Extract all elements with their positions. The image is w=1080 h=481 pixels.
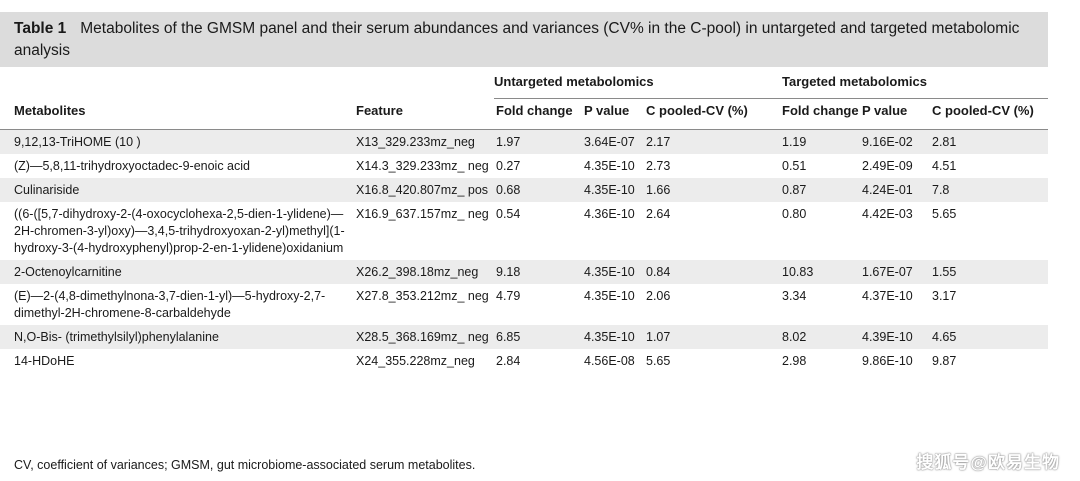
feature-cell: X14.3_329.233mz_ neg <box>356 159 489 173</box>
untargeted-fold-change-cell: 2.84 <box>496 354 521 368</box>
untargeted-cv-cell: 2.73 <box>646 159 671 173</box>
column-header: P value <box>582 98 644 130</box>
metabolite-cell: 2-Octenoylcarnitine <box>0 260 356 284</box>
table-row: ((6-([5,7-dihydroxy-2-(4-oxocyclohexa-2,… <box>0 202 1048 260</box>
targeted-cv-cell: 4.65 <box>932 325 1048 349</box>
untargeted-fold-change-cell: 0.54 <box>496 207 521 221</box>
targeted-cv-cell: 5.65 <box>932 207 957 221</box>
metabolites-table: Untargeted metabolomics Targeted metabol… <box>0 69 1048 373</box>
column-header: C pooled-CV (%) <box>644 98 770 130</box>
metabolite-cell: ((6-([5,7-dihydroxy-2-(4-oxocyclohexa-2,… <box>14 207 345 255</box>
table-row: 9,12,13-TriHOME (10 ) X13_329.233mz_neg … <box>0 129 1048 154</box>
untargeted-header: Untargeted metabolomics <box>494 69 770 99</box>
metabolite-cell: (E)—2-(4,8-dimethylnona-3,7-dien-1-yl)—5… <box>14 289 326 320</box>
untargeted-p-value-cell: 4.35E-10 <box>584 289 635 303</box>
metabolite-cell: 9,12,13-TriHOME (10 ) <box>0 129 356 154</box>
feature-cell: X13_329.233mz_neg <box>356 129 494 154</box>
metabolite-cell: (Z)—5,8,11-trihydroxyoctadec-9-enoic aci… <box>14 159 250 173</box>
targeted-fold-change-cell: 0.51 <box>782 159 807 173</box>
untargeted-p-value-cell: 4.56E-08 <box>584 354 635 368</box>
targeted-p-value-cell: 4.37E-10 <box>862 289 913 303</box>
feature-cell: X16.8_420.807mz_ pos <box>356 178 494 202</box>
untargeted-cv-cell: 5.65 <box>646 354 671 368</box>
feature-cell: X16.9_637.157mz_ neg <box>356 207 489 221</box>
metabolite-cell: 14-HDoHE <box>14 354 75 368</box>
caption-text: Metabolites of the GMSM panel and their … <box>14 20 1020 59</box>
targeted-fold-change-cell: 8.02 <box>770 325 862 349</box>
column-header: P value <box>862 98 932 130</box>
untargeted-p-value-cell: 3.64E-07 <box>582 129 644 154</box>
targeted-fold-change-cell: 0.80 <box>782 207 807 221</box>
targeted-cv-cell: 7.8 <box>932 178 1048 202</box>
untargeted-fold-change-cell: 4.79 <box>496 289 521 303</box>
metabolite-cell: Culinariside <box>0 178 356 202</box>
untargeted-cv-cell: 2.06 <box>646 289 671 303</box>
untargeted-cv-cell: 2.64 <box>646 207 671 221</box>
untargeted-p-value-cell: 4.35E-10 <box>582 325 644 349</box>
targeted-fold-change-cell: 3.34 <box>782 289 807 303</box>
column-header: Fold change <box>770 98 862 130</box>
targeted-fold-change-cell: 1.19 <box>770 129 862 154</box>
table-row: (E)—2-(4,8-dimethylnona-3,7-dien-1-yl)—5… <box>0 284 1048 325</box>
watermark: 搜狐号@欧易生物 <box>916 453 1060 472</box>
targeted-cv-cell: 2.81 <box>932 129 1048 154</box>
untargeted-p-value-cell: 4.35E-10 <box>584 159 635 173</box>
untargeted-fold-change-cell: 0.68 <box>494 178 582 202</box>
group-header-row: Untargeted metabolomics Targeted metabol… <box>0 69 1048 99</box>
targeted-p-value-cell: 9.86E-10 <box>862 354 913 368</box>
table-row: 2-Octenoylcarnitine X26.2_398.18mz_neg 9… <box>0 260 1048 284</box>
column-header-row: Metabolites Feature Fold change P value … <box>0 98 1048 130</box>
untargeted-p-value-cell: 4.36E-10 <box>584 207 635 221</box>
untargeted-cv-cell: 2.17 <box>644 129 770 154</box>
targeted-p-value-cell: 9.16E-02 <box>862 129 932 154</box>
untargeted-fold-change-cell: 0.27 <box>496 159 521 173</box>
untargeted-p-value-cell: 4.35E-10 <box>582 178 644 202</box>
untargeted-fold-change-cell: 9.18 <box>494 260 582 284</box>
table-footnote: CV, coefficient of variances; GMSM, gut … <box>14 458 476 472</box>
feature-cell: X24_355.228mz_neg <box>356 354 475 368</box>
column-header: Fold change <box>494 98 582 130</box>
targeted-cv-cell: 1.55 <box>932 260 1048 284</box>
table-row: (Z)—5,8,11-trihydroxyoctadec-9-enoic aci… <box>0 154 1048 178</box>
targeted-p-value-cell: 1.67E-07 <box>862 260 932 284</box>
untargeted-p-value-cell: 4.35E-10 <box>582 260 644 284</box>
feature-cell: X28.5_368.169mz_ neg <box>356 325 494 349</box>
untargeted-fold-change-cell: 1.97 <box>494 129 582 154</box>
feature-cell: X26.2_398.18mz_neg <box>356 260 494 284</box>
table-row: Culinariside X16.8_420.807mz_ pos 0.68 4… <box>0 178 1048 202</box>
metabolite-cell: N,O-Bis- (trimethylsilyl)phenylalanine <box>0 325 356 349</box>
column-header: Metabolites <box>0 98 356 130</box>
column-header: Feature <box>356 98 494 130</box>
table-caption: Table 1 Metabolites of the GMSM panel and… <box>0 12 1048 67</box>
targeted-cv-cell: 9.87 <box>932 354 957 368</box>
targeted-cv-cell: 3.17 <box>932 289 957 303</box>
targeted-p-value-cell: 2.49E-09 <box>862 159 913 173</box>
targeted-p-value-cell: 4.39E-10 <box>862 325 932 349</box>
table-row: 14-HDoHE X24_355.228mz_neg 2.84 4.56E-08… <box>0 349 1048 373</box>
targeted-p-value-cell: 4.42E-03 <box>862 207 913 221</box>
targeted-cv-cell: 4.51 <box>932 159 957 173</box>
targeted-fold-change-cell: 10.83 <box>770 260 862 284</box>
targeted-fold-change-cell: 0.87 <box>770 178 862 202</box>
targeted-header: Targeted metabolomics <box>770 69 1048 99</box>
table-label: Table 1 <box>14 20 67 37</box>
feature-cell: X27.8_353.212mz_ neg <box>356 289 489 303</box>
targeted-p-value-cell: 4.24E-01 <box>862 178 932 202</box>
untargeted-cv-cell: 1.07 <box>644 325 770 349</box>
untargeted-fold-change-cell: 6.85 <box>494 325 582 349</box>
column-header: C pooled-CV (%) <box>932 98 1048 130</box>
targeted-fold-change-cell: 2.98 <box>782 354 807 368</box>
untargeted-cv-cell: 1.66 <box>644 178 770 202</box>
untargeted-cv-cell: 0.84 <box>644 260 770 284</box>
table-row: N,O-Bis- (trimethylsilyl)phenylalanine X… <box>0 325 1048 349</box>
